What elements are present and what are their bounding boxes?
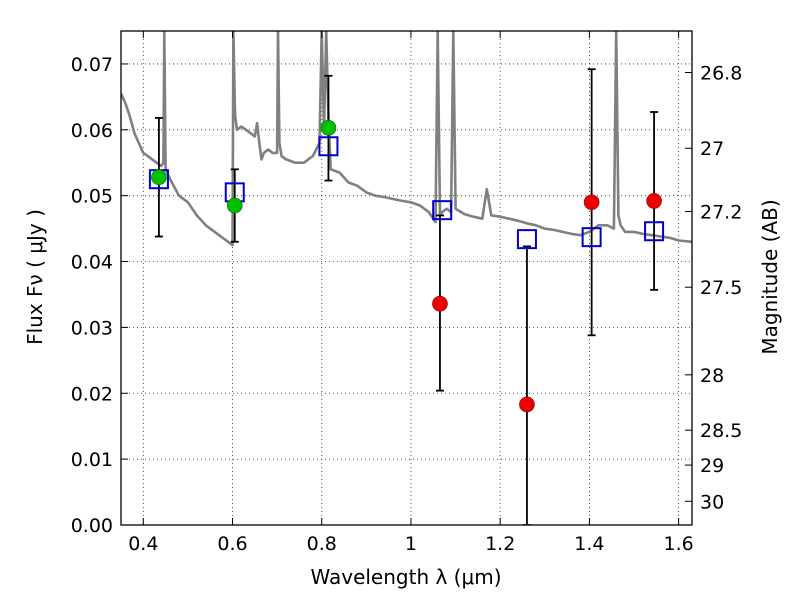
observed-point-red [432, 295, 448, 312]
x-tick-label: 1.2 [485, 533, 515, 555]
observed-point-red [646, 193, 662, 209]
y-tick-label: 0.07 [71, 54, 113, 76]
plot-frame [120, 30, 693, 526]
observed-point-green [151, 169, 167, 186]
y-tick-label: 0.01 [71, 449, 113, 471]
observed-point-red [583, 194, 600, 211]
right-tick-label: 26.8 [700, 62, 742, 84]
y-tick-label: 0.04 [71, 252, 113, 274]
x-tick-label: 1.6 [664, 533, 694, 555]
y-tick-label: 0.02 [71, 383, 113, 405]
y-tick-label: 0.00 [71, 515, 113, 537]
x-tick-label: 0.4 [128, 533, 158, 555]
right-tick-label: 27 [700, 138, 724, 160]
x-tick-label: 0.8 [307, 533, 337, 555]
model-band-square [581, 227, 602, 248]
plot-area [121, 31, 692, 525]
model-band-square [318, 136, 339, 157]
observed-point-green [226, 197, 243, 214]
right-tick-label: 29 [700, 455, 724, 477]
model-band-square [644, 221, 665, 242]
right-tick-label: 27.2 [700, 201, 742, 223]
x-tick-label: 0.6 [217, 533, 247, 555]
y-tick-label: 0.06 [71, 120, 113, 142]
right-tick-label: 28.5 [700, 420, 742, 442]
observed-point-red [519, 396, 535, 413]
y-tick-label: 0.05 [71, 186, 113, 208]
x-tick-label: 1 [405, 533, 417, 555]
right-tick-label: 28 [700, 365, 724, 387]
y-axis-label: Flux Fν ( μJy ) [23, 209, 47, 345]
x-tick-label: 1.4 [574, 533, 604, 555]
right-tick-label: 30 [700, 491, 724, 513]
model-sed-line [121, 31, 692, 247]
y-tick-label: 0.03 [71, 317, 113, 339]
grid-layer [121, 31, 692, 525]
right-axis-label: Magnitude (AB) [758, 199, 782, 354]
model-band-square [432, 200, 453, 221]
right-tick-label: 27.5 [700, 277, 742, 299]
axes-frame [120, 30, 693, 526]
model-band-square [516, 229, 537, 250]
observed-point-green [320, 120, 337, 136]
x-axis-label: Wavelength λ (μm) [310, 565, 501, 589]
tick-labels: 0.4 0.6 0.8 1 1.2 1.4 1.6 0.00 0.01 0.02 0.03 0.04 0… [71, 31, 742, 555]
